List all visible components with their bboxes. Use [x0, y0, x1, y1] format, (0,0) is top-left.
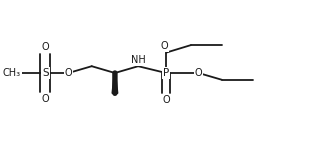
Text: S: S [42, 68, 49, 78]
Text: O: O [161, 41, 168, 51]
Text: O: O [42, 42, 49, 52]
Text: O: O [162, 95, 170, 105]
Text: O: O [42, 94, 49, 104]
Text: O: O [195, 68, 202, 78]
Text: P: P [163, 68, 169, 78]
Polygon shape [112, 73, 118, 93]
Text: O: O [65, 68, 72, 78]
Text: NH: NH [131, 55, 146, 66]
Text: CH₃: CH₃ [3, 68, 21, 78]
